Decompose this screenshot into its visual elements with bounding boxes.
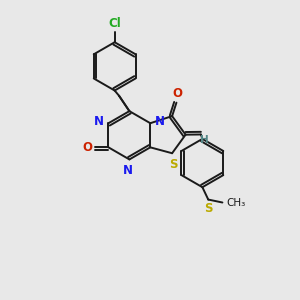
- Text: CH₃: CH₃: [227, 197, 246, 208]
- Text: N: N: [154, 115, 164, 128]
- Text: S: S: [205, 202, 213, 215]
- Text: H: H: [200, 135, 208, 145]
- Text: S: S: [169, 158, 178, 171]
- Text: O: O: [83, 141, 93, 154]
- Text: N: N: [123, 164, 133, 177]
- Text: O: O: [172, 87, 182, 100]
- Text: Cl: Cl: [108, 17, 121, 30]
- Text: N: N: [94, 115, 104, 128]
